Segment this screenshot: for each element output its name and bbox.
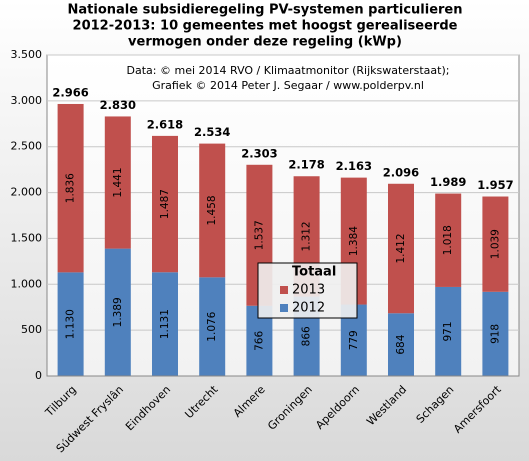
data-label: 866: [301, 326, 313, 346]
total-label: 2.618: [147, 117, 183, 131]
bar-segment: [435, 193, 462, 287]
bar-segment: [57, 272, 84, 376]
data-label: 1.836: [65, 173, 77, 203]
total-label: 2.534: [194, 125, 230, 139]
bar-segment: [482, 291, 509, 376]
total-label: 1.957: [477, 178, 513, 192]
annotation: Grafiek © 2014 Peter J. Segaar / www.pol…: [152, 79, 424, 92]
data-label: 1.389: [112, 297, 124, 327]
total-label: 2.096: [383, 165, 419, 179]
y-tick-label: 1.000: [11, 277, 43, 290]
y-tick-label: 2.000: [11, 186, 43, 199]
y-tick-label: 2.500: [11, 140, 43, 153]
bar-segment: [388, 183, 414, 314]
chart-title: Nationale subsidieregeling PV-systemen p…: [68, 3, 463, 18]
data-label: 766: [253, 331, 265, 351]
legend-box: [257, 262, 358, 319]
total-label: 2.830: [100, 98, 136, 112]
data-label: 1.018: [442, 225, 454, 255]
data-label: 1.412: [395, 233, 407, 263]
data-label: 1.487: [159, 189, 171, 219]
data-label: 1.076: [206, 311, 218, 341]
legend-swatch: [280, 304, 288, 312]
bar-segment: [199, 143, 226, 278]
data-label: 918: [489, 324, 501, 344]
bar-segment: [482, 196, 509, 292]
data-label: 1.537: [253, 220, 265, 250]
bar-segment: [57, 103, 84, 273]
y-tick-label: 3.000: [11, 94, 43, 107]
data-label: 1.312: [301, 221, 313, 251]
total-label: 2.163: [336, 159, 372, 173]
legend-label: 2012: [292, 301, 325, 316]
bar-segment: [435, 286, 462, 376]
y-tick-label: 3.500: [11, 48, 43, 61]
data-label: 1.130: [65, 309, 77, 339]
legend-swatch: [280, 286, 288, 294]
y-tick-label: 500: [21, 323, 42, 336]
data-label: 779: [348, 330, 360, 350]
total-label: 2.303: [241, 146, 277, 160]
legend-label: 2013: [292, 283, 325, 298]
bar-segment: [104, 248, 131, 376]
total-label: 2.178: [288, 158, 324, 172]
data-label: 1.441: [112, 167, 124, 197]
data-label: 1.458: [206, 195, 218, 225]
y-tick-label: 1.500: [11, 231, 43, 244]
y-tick-label: 0: [35, 369, 42, 382]
data-label: 971: [442, 321, 454, 341]
data-label: 684: [395, 334, 407, 354]
bar-segment: [388, 313, 414, 376]
chart-title: vermogen onder deze regeling (kWp): [128, 35, 402, 50]
data-label: 1.384: [348, 226, 360, 256]
total-label: 2.966: [52, 85, 88, 99]
bar-segment: [152, 135, 178, 273]
data-label: 1.131: [159, 309, 171, 339]
legend-title: Totaal: [292, 265, 336, 280]
bar-segment: [152, 272, 178, 376]
bar-segment: [199, 277, 226, 376]
data-label: 1.039: [489, 229, 501, 259]
annotation: Data: © mei 2014 RVO / Klimaatmonitor (R…: [127, 64, 450, 77]
chart-title: 2012-2013: 10 gemeentes met hoogst gerea…: [73, 19, 458, 34]
bar-segment: [104, 116, 131, 249]
total-label: 1.989: [430, 175, 466, 189]
